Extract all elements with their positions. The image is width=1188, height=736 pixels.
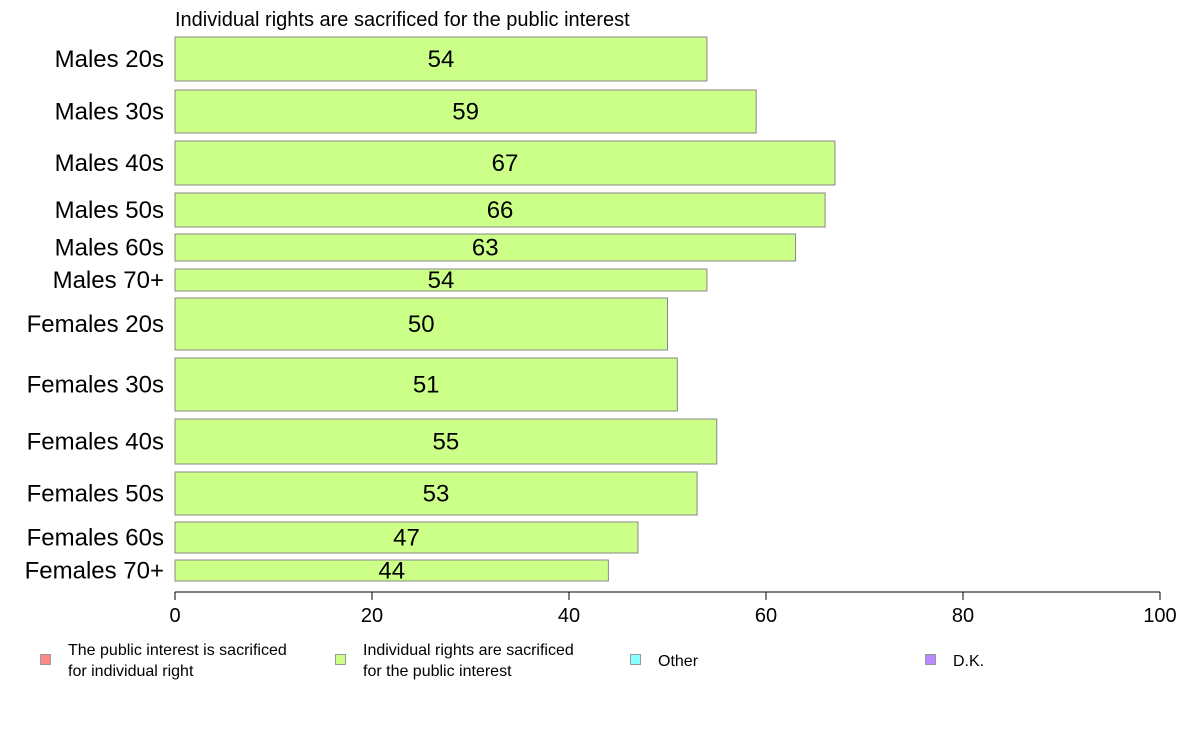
legend-label: Other [658, 653, 699, 670]
category-label: Males 40s [55, 150, 164, 177]
value-label: 54 [428, 267, 455, 294]
legend-label: D.K. [953, 653, 985, 670]
legend-item-public-interest-sacrificed: The public interest is sacrificed for in… [40, 640, 287, 682]
bar [174, 268, 708, 292]
value-label: 51 [413, 372, 440, 399]
legend-label: Individual rights are sacrificed for the… [363, 642, 574, 680]
legend: The public interest is sacrificed for in… [0, 640, 1188, 700]
bar [174, 192, 826, 228]
category-label: Males 20s [55, 46, 164, 73]
x-tick-label: 80 [952, 605, 974, 627]
value-label: 50 [408, 311, 435, 338]
bar [174, 357, 678, 412]
legend-label: The public interest is sacrificed for in… [68, 642, 287, 680]
category-label: Females 20s [27, 311, 164, 338]
bar [174, 233, 797, 262]
legend-swatch [335, 654, 346, 665]
x-tick-label: 60 [755, 605, 777, 627]
category-label: Females 30s [27, 372, 164, 399]
bar [174, 89, 757, 134]
x-tick-label: 100 [1143, 605, 1176, 627]
legend-item-individual-rights-sacrificed: Individual rights are sacrificed for the… [335, 640, 574, 682]
value-label: 54 [428, 46, 455, 73]
category-label: Males 30s [55, 99, 164, 126]
legend-swatch [925, 654, 936, 665]
category-label: Males 70+ [53, 267, 164, 294]
bar [174, 140, 836, 186]
x-axis: 0 20 40 60 80 100 [169, 591, 1177, 627]
bar [174, 471, 698, 516]
legend-item-other: Other [630, 640, 698, 672]
category-label: Males 50s [55, 197, 164, 224]
chart-title: Individual rights are sacrificed for the… [175, 9, 630, 31]
legend-item-dk: D.K. [925, 640, 984, 672]
bar [174, 297, 668, 351]
value-label: 47 [393, 525, 420, 552]
bar [174, 36, 708, 82]
value-label: 44 [378, 558, 405, 585]
value-label: 55 [433, 429, 460, 456]
x-tick-label: 20 [361, 605, 383, 627]
bar [174, 418, 718, 465]
category-label: Females 50s [27, 481, 164, 508]
category-label: Females 70+ [25, 558, 164, 585]
value-label: 59 [452, 99, 479, 126]
x-tick-label: 0 [169, 605, 180, 627]
category-labels: Males 20s Males 30s Males 40s Males 50s Male… [25, 46, 164, 585]
bars-group [174, 36, 836, 582]
bar [174, 521, 639, 554]
category-label: Females 60s [27, 525, 164, 552]
value-label: 53 [423, 481, 450, 508]
legend-swatch [40, 654, 51, 665]
legend-swatch [630, 654, 641, 665]
category-label: Males 60s [55, 235, 164, 262]
x-tick-label: 40 [558, 605, 580, 627]
value-label: 63 [472, 235, 499, 262]
category-label: Females 40s [27, 429, 164, 456]
value-label: 66 [487, 197, 514, 224]
bar [174, 559, 609, 582]
value-label: 67 [492, 150, 519, 177]
